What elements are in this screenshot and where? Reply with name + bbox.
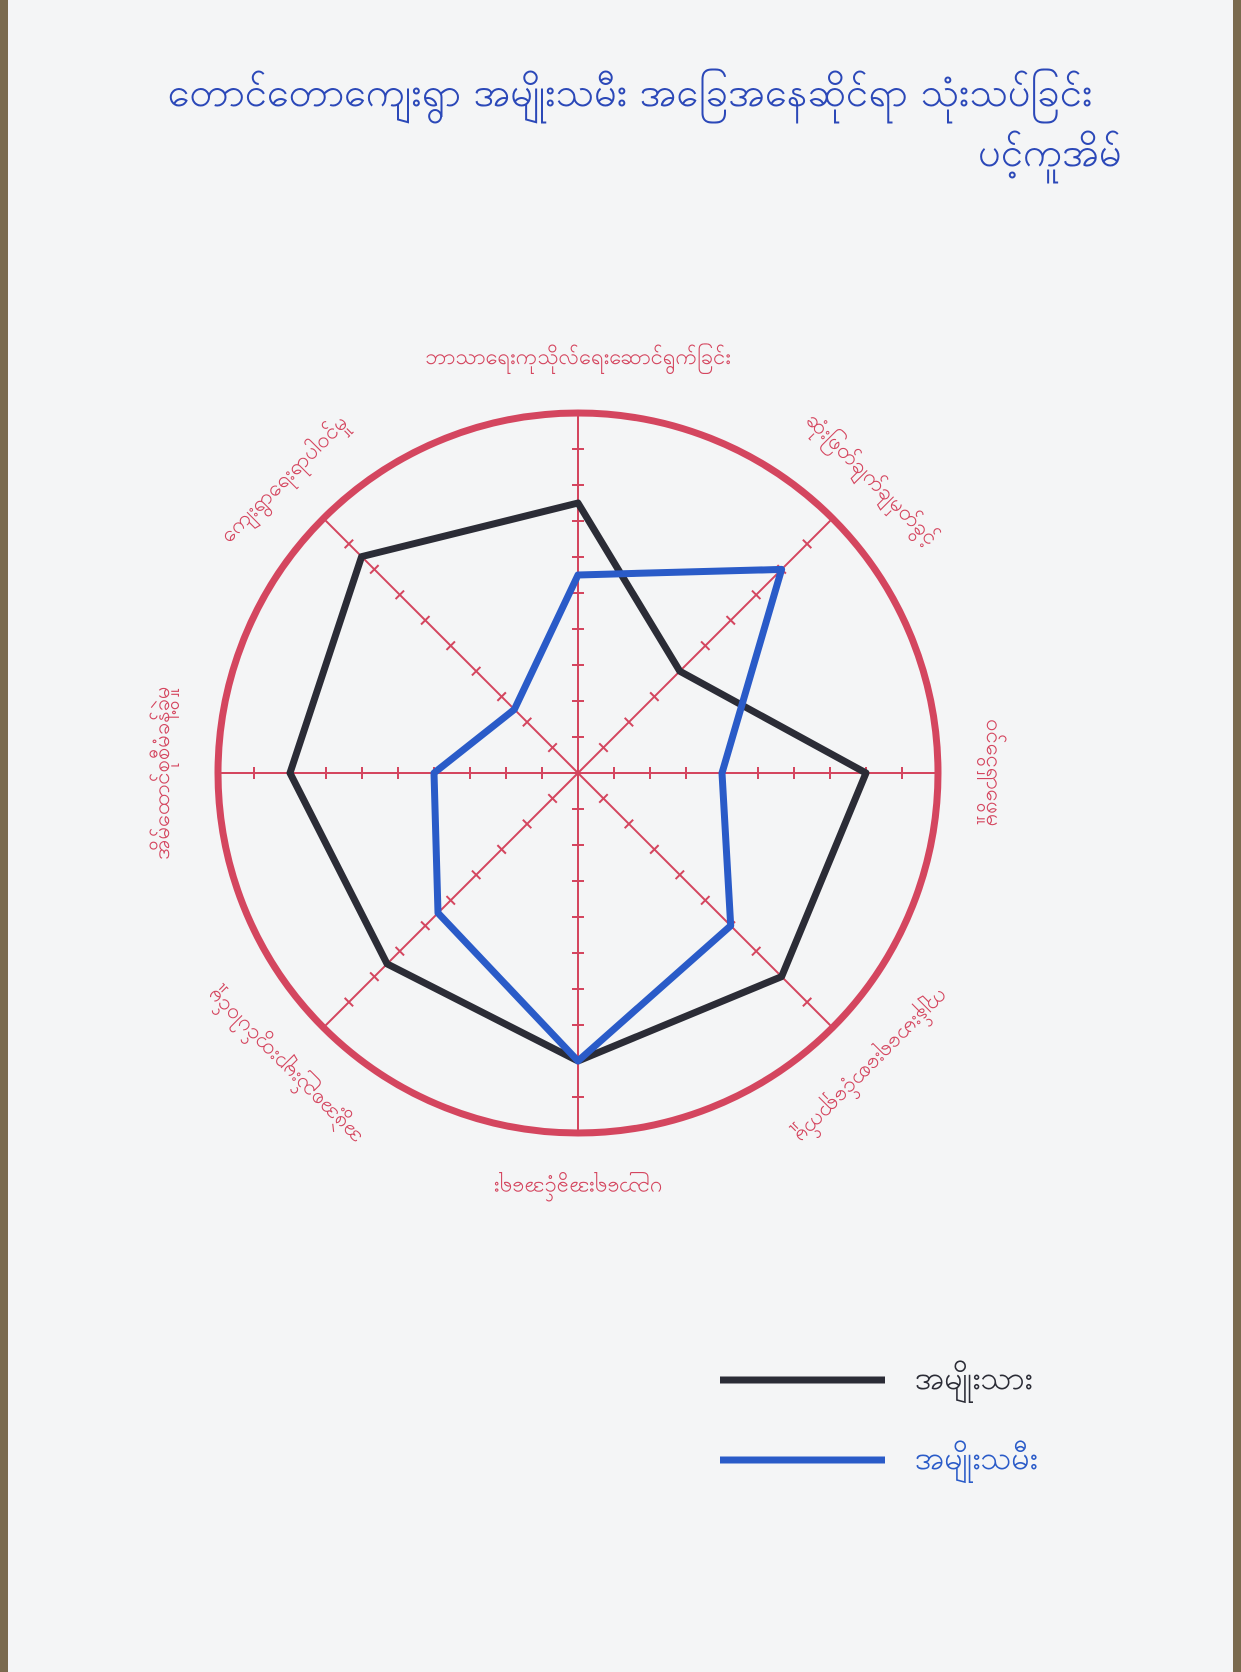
tick-mark [649, 691, 660, 702]
tick-mark [547, 742, 558, 753]
tick-mark [343, 997, 354, 1008]
tick-mark [445, 895, 456, 906]
tick-mark [496, 691, 507, 702]
tick-mark [522, 818, 533, 829]
tick-mark [623, 717, 634, 728]
legend-label: အမျိုးသား [915, 1359, 1033, 1403]
tick-mark [674, 869, 685, 880]
tick-mark [802, 538, 813, 549]
chart-title: တောင်တောကျေးရွာ အမျိုးသမီး အခြေအနေဆိုင်ရ… [168, 69, 1093, 124]
tick-mark [420, 615, 431, 626]
paper [8, 0, 1233, 1672]
tick-mark [496, 844, 507, 855]
tick-mark [522, 717, 533, 728]
tick-mark [369, 971, 380, 982]
legend-label: အမျိုးသမီး [915, 1439, 1038, 1483]
tick-mark [751, 946, 762, 957]
series-line [430, 565, 786, 1065]
tick-mark [700, 895, 711, 906]
tick-mark [598, 742, 609, 753]
tick-mark [802, 997, 813, 1008]
tick-mark [471, 869, 482, 880]
tick-mark [547, 793, 558, 804]
axis-label: ဘာသာရေးကုသိုလ်ရေးဆောင်ရွက်ခြင်း [425, 343, 731, 375]
chart-subtitle: ပင့်ကူအိမ် [978, 130, 1122, 184]
tick-mark [700, 640, 711, 651]
tick-mark [751, 589, 762, 600]
tick-mark [394, 946, 405, 957]
tick-mark [343, 538, 354, 549]
tick-mark [471, 666, 482, 677]
axis-label: အိမ်ထောင်စုစီမံခန့်ခွဲမှု [149, 686, 180, 859]
tick-mark [649, 844, 660, 855]
tick-mark [445, 640, 456, 651]
tick-mark [394, 589, 405, 600]
tick-mark [369, 564, 380, 575]
tick-mark [623, 818, 634, 829]
tick-mark [420, 920, 431, 931]
tick-mark [725, 615, 736, 626]
tick-mark [598, 793, 609, 804]
axis-label: ပညာရေးအခွင့်အရေး [494, 1171, 662, 1202]
axis-label: ဝင်ငွေရှာဖွေမှု [976, 719, 1007, 826]
